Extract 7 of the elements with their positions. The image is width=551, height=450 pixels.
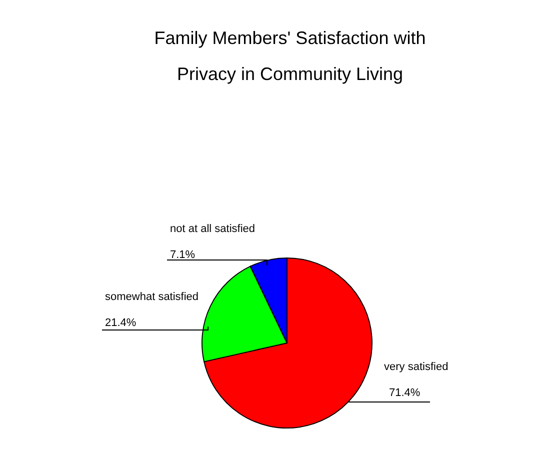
- slice-label: very satisfied: [384, 361, 448, 373]
- slice-label: somewhat satisfied: [105, 291, 199, 303]
- chart-title: Family Members' Satisfaction with Privacy in Community Living: [154, 28, 426, 84]
- slice-label: not at all satisfied: [170, 223, 255, 235]
- data-label: 71.4%: [389, 387, 420, 399]
- data-label: 7.1%: [170, 249, 196, 261]
- data-label: 21.4%: [105, 317, 136, 329]
